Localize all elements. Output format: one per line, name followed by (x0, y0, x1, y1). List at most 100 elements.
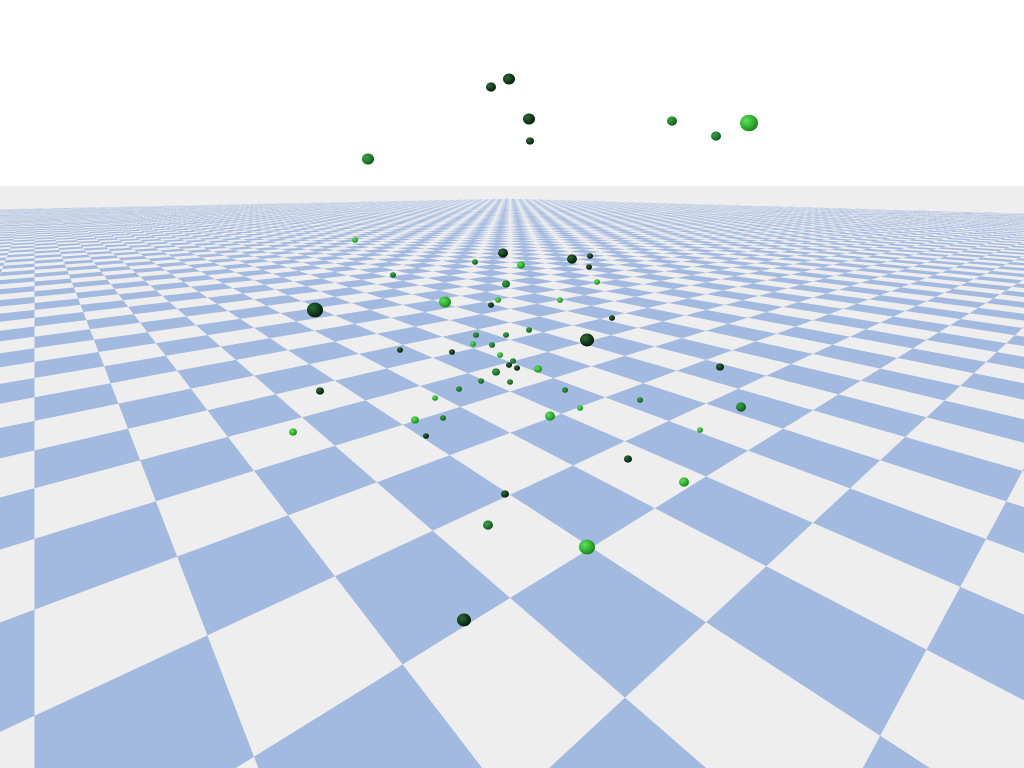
floor-tile (283, 220, 299, 222)
sphere-bright[interactable] (679, 477, 689, 487)
floor-tile (24, 210, 35, 211)
sphere-dark[interactable] (716, 363, 724, 371)
sphere-dark[interactable] (423, 433, 429, 439)
sphere-dark[interactable] (449, 349, 455, 355)
sphere-dark[interactable] (624, 455, 632, 463)
floor-tile (34, 249, 61, 254)
floor-tile (339, 214, 352, 215)
floor-tile (969, 307, 1024, 321)
floor-tile (990, 222, 1011, 224)
sphere-mid[interactable] (711, 131, 721, 141)
sphere-dark[interactable] (486, 82, 496, 92)
floor-tile (164, 208, 174, 210)
floor-tile (1001, 214, 1017, 215)
sphere-dark[interactable] (506, 362, 512, 368)
sphere-dark[interactable] (514, 365, 520, 371)
sphere-mid[interactable] (440, 415, 446, 421)
floor-tile (93, 235, 115, 238)
sphere-bright[interactable] (411, 416, 419, 424)
sphere-dark[interactable] (567, 254, 577, 264)
sphere-mid[interactable] (507, 379, 513, 385)
floor-tile (465, 209, 477, 211)
sphere-dark[interactable] (586, 264, 592, 270)
sphere-bright[interactable] (557, 297, 563, 303)
sphere-bright[interactable] (517, 261, 525, 269)
floor-tile (779, 212, 793, 213)
sphere-dark[interactable] (580, 333, 594, 347)
checkerboard-floor[interactable] (0, 186, 1024, 768)
floor-tile (860, 248, 894, 253)
floor-tile (5, 209, 16, 211)
sphere-bright[interactable] (470, 341, 476, 347)
sphere-mid[interactable] (483, 520, 493, 530)
sphere-dark[interactable] (498, 248, 508, 258)
sphere-dark[interactable] (587, 253, 593, 259)
sphere-bright[interactable] (697, 427, 703, 433)
sphere-mid[interactable] (456, 386, 462, 392)
floor-tile (455, 302, 511, 315)
floor-tile (812, 236, 839, 239)
floor-tile (799, 212, 813, 214)
floor-tile (897, 227, 920, 230)
sphere-mid[interactable] (390, 272, 396, 278)
sphere-mid[interactable] (562, 387, 568, 393)
sphere-mid[interactable] (492, 368, 500, 376)
floor-tile (456, 208, 468, 210)
sphere-mid[interactable] (478, 378, 484, 384)
floor-tile (937, 216, 954, 218)
floor-tile (243, 209, 254, 211)
sphere-dark[interactable] (523, 113, 535, 125)
sphere-bright[interactable] (594, 279, 600, 285)
sphere-dark[interactable] (503, 73, 515, 85)
sphere-dark[interactable] (501, 490, 509, 498)
sphere-mid[interactable] (362, 153, 374, 165)
sphere-mid[interactable] (472, 259, 478, 265)
sphere-dark[interactable] (488, 302, 494, 308)
sphere-dark[interactable] (307, 302, 323, 318)
floor-tile (706, 270, 748, 277)
sphere-bright[interactable] (577, 405, 583, 411)
floor-tile (177, 215, 190, 217)
sphere-bright[interactable] (740, 114, 758, 132)
sphere-mid[interactable] (502, 280, 510, 288)
floor-tile (274, 209, 286, 211)
sphere-mid[interactable] (526, 327, 532, 333)
sphere-mid[interactable] (510, 358, 516, 364)
sphere-mid[interactable] (736, 402, 746, 412)
floor-tile (768, 220, 787, 222)
floor-tile (752, 209, 765, 210)
sphere-mid[interactable] (503, 332, 509, 338)
floor-tile (676, 215, 692, 217)
floor-tile (883, 216, 900, 218)
sphere-bright[interactable] (497, 352, 503, 358)
sphere-mid[interactable] (667, 116, 677, 126)
sphere-bright[interactable] (432, 395, 438, 401)
sphere-dark[interactable] (457, 613, 471, 627)
floor-tile (890, 287, 945, 297)
sphere-dark[interactable] (526, 137, 534, 145)
sphere-bright[interactable] (439, 296, 451, 308)
sphere-mid[interactable] (489, 342, 495, 348)
floor-tile (437, 224, 456, 227)
sphere-mid[interactable] (637, 397, 643, 403)
floor-tile (818, 209, 831, 210)
sphere-bright[interactable] (579, 539, 595, 555)
floor-tile (227, 210, 239, 211)
floor-tile (310, 218, 326, 220)
sphere-bright[interactable] (534, 365, 542, 373)
sphere-mid[interactable] (473, 332, 479, 338)
sphere-bright[interactable] (289, 428, 297, 436)
floor-tile (405, 214, 418, 215)
floor-tile (935, 239, 965, 243)
sphere-bright[interactable] (352, 237, 358, 243)
sphere-bright[interactable] (545, 411, 555, 421)
floor-tile (182, 223, 198, 225)
sphere-dark[interactable] (397, 347, 403, 353)
sphere-bright[interactable] (495, 297, 501, 303)
sphere-dark[interactable] (609, 315, 615, 321)
sphere-dark[interactable] (316, 387, 324, 395)
floor-tile (946, 223, 966, 225)
sphere-group[interactable] (289, 73, 758, 627)
floor-tile (34, 246, 59, 250)
